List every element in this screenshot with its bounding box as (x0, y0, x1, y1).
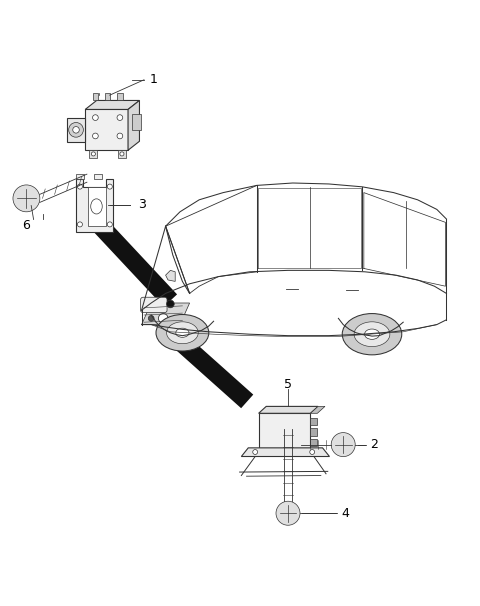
Circle shape (108, 184, 112, 189)
Text: 2: 2 (371, 438, 378, 451)
Polygon shape (166, 270, 175, 281)
Circle shape (148, 316, 154, 321)
Circle shape (108, 222, 112, 227)
Polygon shape (259, 407, 318, 413)
Circle shape (120, 152, 124, 156)
Circle shape (117, 115, 123, 121)
Ellipse shape (176, 328, 189, 338)
Ellipse shape (342, 313, 402, 355)
Polygon shape (85, 101, 140, 110)
Circle shape (91, 152, 96, 156)
Circle shape (310, 450, 314, 454)
Bar (311, 418, 317, 425)
Bar (118, 150, 126, 158)
Text: 3: 3 (138, 198, 145, 211)
Circle shape (73, 127, 79, 133)
Bar (259, 413, 311, 448)
Bar (93, 93, 98, 101)
Circle shape (93, 115, 98, 121)
Circle shape (77, 222, 83, 227)
Bar (89, 150, 97, 158)
Bar (132, 113, 141, 130)
Polygon shape (128, 101, 140, 150)
Ellipse shape (91, 199, 102, 214)
Ellipse shape (156, 315, 209, 351)
Circle shape (93, 133, 98, 139)
Text: 1: 1 (150, 73, 157, 86)
Polygon shape (88, 187, 106, 226)
Circle shape (167, 300, 174, 308)
Circle shape (253, 450, 258, 454)
Bar (67, 118, 85, 142)
Polygon shape (156, 319, 253, 408)
Circle shape (276, 501, 300, 525)
Circle shape (69, 122, 84, 137)
Circle shape (13, 185, 40, 212)
Circle shape (117, 133, 123, 139)
Bar (76, 174, 84, 179)
Bar (117, 93, 123, 101)
Bar (105, 93, 110, 101)
Bar (85, 110, 128, 150)
Bar (311, 439, 317, 446)
Polygon shape (241, 448, 329, 456)
Ellipse shape (354, 322, 390, 347)
Polygon shape (311, 407, 325, 413)
Text: 6: 6 (23, 219, 30, 231)
Bar (94, 174, 102, 179)
Bar (311, 428, 317, 436)
FancyBboxPatch shape (141, 297, 167, 313)
Ellipse shape (167, 322, 198, 344)
Circle shape (331, 433, 355, 456)
Circle shape (77, 184, 83, 189)
Circle shape (158, 313, 168, 323)
Polygon shape (94, 220, 177, 307)
Text: 4: 4 (342, 507, 349, 520)
Ellipse shape (365, 329, 379, 339)
Polygon shape (142, 303, 190, 325)
Text: 5: 5 (284, 378, 292, 391)
Polygon shape (75, 179, 113, 231)
